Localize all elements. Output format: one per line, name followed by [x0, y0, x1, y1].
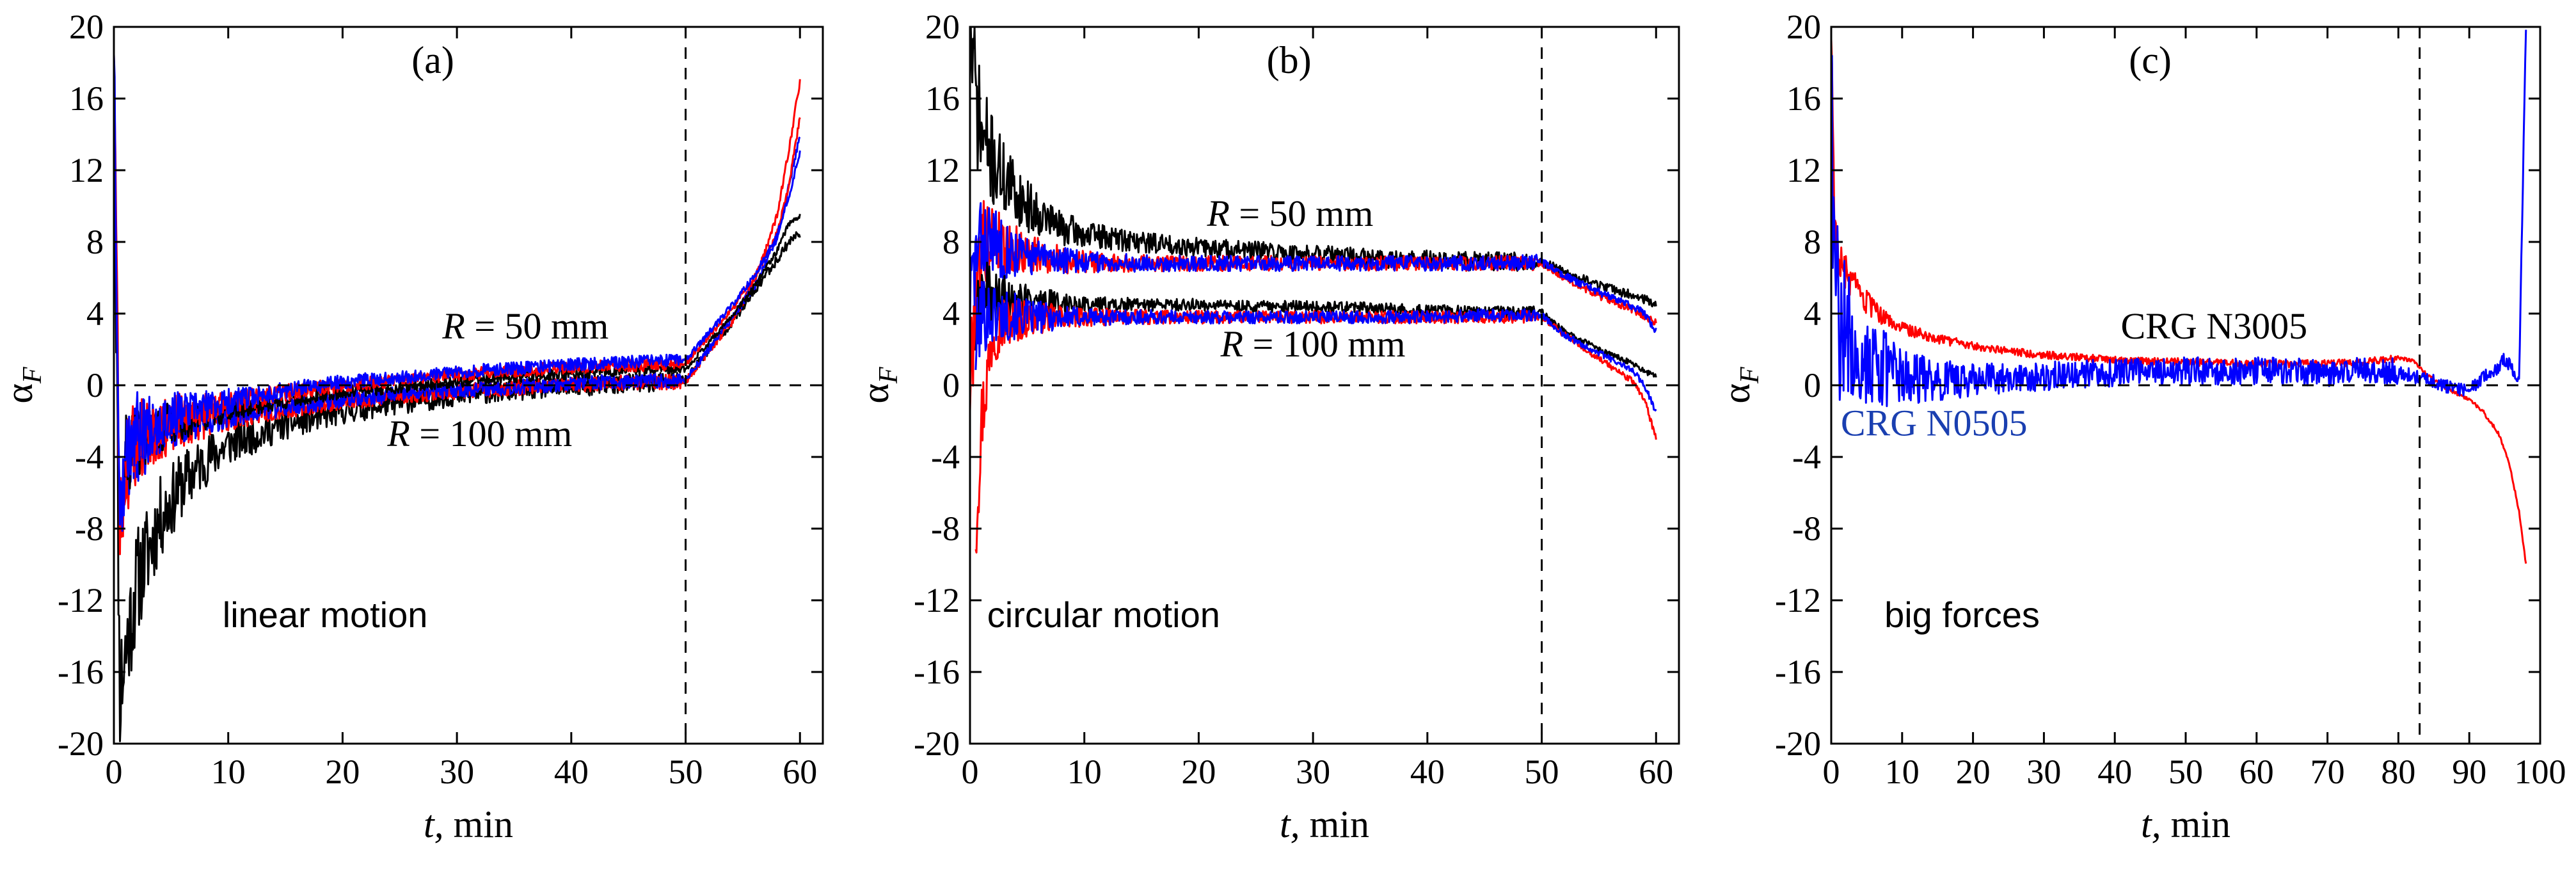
panel-c-x-tick-label: 50 [2168, 753, 2203, 791]
panel-a-y-tick-label: 0 [86, 366, 104, 404]
panel-c-y-tick-label: 0 [1804, 366, 1821, 404]
panel-c-x-tick-label: 0 [1823, 753, 1840, 791]
panel-c-x-tick-label: 20 [1956, 753, 1991, 791]
panel-a-x-tick-label: 60 [783, 753, 817, 791]
panel-a-x-tick-label: 10 [211, 753, 246, 791]
panel-b-mode-label: circular motion [987, 595, 1220, 635]
panel-a-annotation-r100: R = 100 mm [386, 413, 572, 454]
panel-c-label: (c) [2129, 39, 2172, 81]
panel-b-y-tick-label: 12 [925, 151, 960, 189]
panel-c-mode-label: big forces [1884, 595, 2040, 635]
panel-c-x-tick-label: 60 [2239, 753, 2274, 791]
panel-b-y-tick-label: -16 [914, 653, 960, 691]
panel-c-y-tick-label: -16 [1775, 653, 1821, 691]
panel-a-x-tick-label: 50 [669, 753, 703, 791]
panel-a-label: (a) [411, 39, 454, 81]
panel-b-x-axis-title: t, min [1280, 803, 1369, 845]
panel-a-x-tick-label: 30 [440, 753, 474, 791]
panel-c-x-tick-label: 80 [2381, 753, 2415, 791]
panel-c-series-layer [1830, 29, 2527, 564]
panel-a-y-tick-label: 8 [86, 223, 104, 261]
panel-a-x-axis-title: t, min [424, 803, 513, 845]
panel-c-y-tick-label: 8 [1804, 223, 1821, 261]
panel-b-x-tick-label: 0 [962, 753, 979, 791]
panel-c-y-tick-label: -20 [1775, 724, 1821, 763]
panel-b-x-tick-label: 50 [1525, 753, 1559, 791]
panel-b-y-tick-label: 4 [942, 294, 960, 333]
panel-c-x-tick-label: 30 [2026, 753, 2061, 791]
panel-a-x-tick-label: 40 [554, 753, 589, 791]
panel-c-x-tick-label: 90 [2452, 753, 2486, 791]
panel-a-series-6 [124, 150, 801, 478]
panel-a-y-tick-label: -12 [58, 581, 104, 619]
panel-a-y-tick-label: -8 [75, 509, 104, 548]
panel-b-y-tick-label: -20 [914, 724, 960, 763]
panel-c-y-tick-label: -4 [1792, 438, 1821, 476]
panel-b-y-tick-label: 16 [925, 79, 960, 118]
panel-b-x-tick-label: 30 [1296, 753, 1330, 791]
panel-c-series-1 [1830, 39, 2527, 564]
panel-c-y-tick-label: -8 [1792, 509, 1821, 548]
panel-c-y-tick-label: 12 [1786, 151, 1821, 189]
panel-b-annotation-r50: R = 50 mm [1206, 193, 1373, 234]
panel-b-y-axis-title: αF [854, 367, 903, 403]
panel-a-y-tick-label: 12 [69, 151, 104, 189]
panel-c-x-tick-label: 100 [2515, 753, 2566, 791]
panel-b-y-tick-label: -8 [931, 509, 960, 548]
panel-a-y-tick-label: 4 [86, 294, 104, 333]
panel-b-y-tick-label: -12 [914, 581, 960, 619]
panel-a-y-tick-label: -20 [58, 724, 104, 763]
panel-a-y-tick-label: -4 [75, 438, 104, 476]
panel-b-x-tick-label: 40 [1410, 753, 1445, 791]
panel-a-x-tick-label: 20 [325, 753, 360, 791]
panel-a-y-tick-label: -16 [58, 653, 104, 691]
panel-c-x-tick-label: 40 [2097, 753, 2132, 791]
panel-a-y-axis-title: αF [0, 367, 47, 403]
panel-c-series-2 [1830, 29, 2527, 408]
panel-c-y-tick-label: 4 [1804, 294, 1821, 333]
panel-b-x-tick-label: 10 [1067, 753, 1102, 791]
panel-b-y-tick-label: 0 [942, 366, 960, 404]
panel-b-y-tick-label: 8 [942, 223, 960, 261]
panel-c-y-tick-label: 20 [1786, 8, 1821, 46]
panel-c-y-tick-label: -12 [1775, 581, 1821, 619]
panel-b-x-tick-label: 20 [1181, 753, 1216, 791]
panel-c-ticks: 0 10 20 30 40 50 60 70 80 90 100201612840-4-8-12-1… [1775, 8, 2566, 791]
panel-a-mode-label: linear motion [223, 595, 428, 635]
panel-c-y-axis-title: αF [1715, 367, 1765, 403]
panel-b-x-tick-label: 60 [1639, 753, 1673, 791]
panel-b-y-tick-label: 20 [925, 8, 960, 46]
panel-a-y-tick-label: 20 [69, 8, 104, 46]
panel-c-x-axis-title: t, min [2141, 803, 2230, 845]
panel-b-y-tick-label: -4 [931, 438, 960, 476]
panel-a-x-tick-label: 0 [106, 753, 123, 791]
panel-a-annotation-r50: R = 50 mm [441, 305, 608, 347]
panel-a-y-tick-label: 16 [69, 79, 104, 118]
panel-c-x-tick-label: 10 [1885, 753, 1920, 791]
panel-b-annotation-r100: R = 100 mm [1220, 323, 1406, 365]
panel-c-y-tick-label: 16 [1786, 79, 1821, 118]
panel-c-annotation-crg-n3005: CRG N3005 [2120, 305, 2307, 347]
panel-c-x-tick-label: 70 [2310, 753, 2345, 791]
panel-c: 0 10 20 30 40 50 60 70 80 90 100201612840-4-8-12-1… [1715, 8, 2566, 845]
panel-b-label: (b) [1267, 39, 1312, 81]
panel-c-annotation-crg-n0505: CRG N0505 [1841, 402, 2028, 443]
